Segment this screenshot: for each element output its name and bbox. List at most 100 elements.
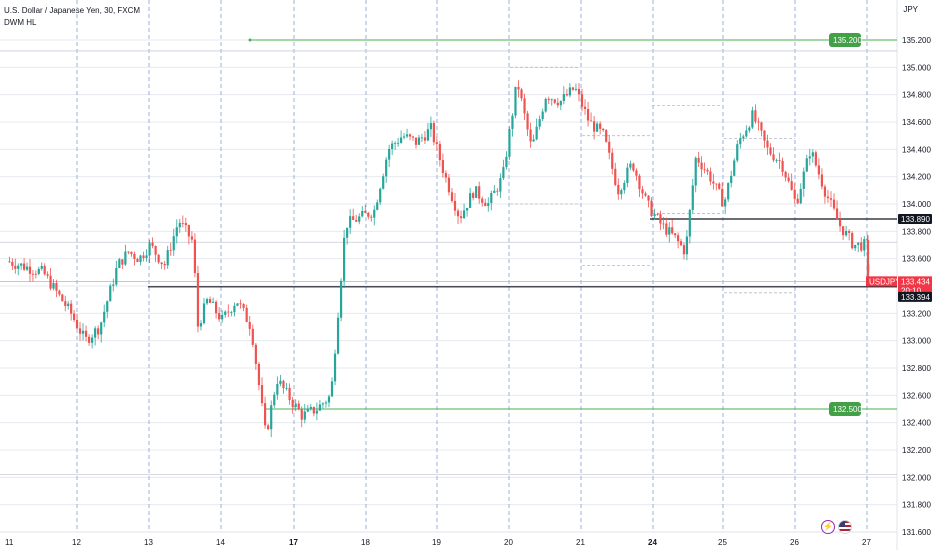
date-tick-label: 20 (504, 538, 513, 547)
support-price-tag: 133.394 (901, 293, 930, 302)
candle-body (608, 141, 611, 153)
candle-body (760, 122, 763, 131)
candle-body (644, 193, 647, 196)
candle-body (832, 199, 836, 209)
candle-body (787, 177, 790, 182)
price-tick-label: 133.600 (902, 255, 931, 264)
date-tick-label: 26 (790, 538, 799, 547)
candle-body (78, 328, 82, 334)
candle-body (823, 186, 827, 197)
last-price-tag: 133.434 (901, 277, 930, 286)
candle-body (14, 265, 17, 269)
candle-body (224, 311, 227, 315)
candle-body (273, 394, 276, 406)
candle-body (20, 263, 23, 266)
candle-body (781, 160, 784, 172)
candle-body (441, 160, 444, 174)
candle-body (532, 139, 535, 142)
candle-body (343, 237, 346, 281)
candle-body (112, 284, 115, 286)
candle-body (364, 210, 367, 213)
candle-body (411, 136, 415, 138)
candle-body (676, 235, 680, 242)
date-tick-label: 11 (5, 538, 14, 547)
candle-body (423, 137, 427, 141)
candle-body (142, 255, 145, 259)
candle-body (91, 337, 94, 343)
candle-body (151, 242, 154, 247)
candle-body (169, 250, 172, 251)
candle-body (288, 387, 291, 401)
candle-body (84, 330, 88, 337)
candle-body (629, 163, 632, 168)
candle-body (157, 254, 160, 263)
candle-body (399, 137, 403, 143)
candle-body (318, 404, 322, 411)
candle-body (291, 400, 294, 407)
candle-body (297, 403, 300, 410)
candle-body (163, 264, 166, 266)
candle-body (605, 130, 608, 142)
price-tick-label: 134.400 (902, 145, 931, 154)
lower-level-tag: 132.500 (833, 405, 862, 414)
last-price-tag-bg (898, 276, 932, 296)
candle-body (303, 411, 306, 420)
candle-body (133, 253, 136, 259)
date-tick-label: 24 (648, 538, 657, 547)
candle-body (656, 214, 659, 215)
candle-body (426, 129, 430, 141)
price-tick-label: 133.000 (902, 337, 931, 346)
candle-body (775, 160, 778, 161)
candle-body (650, 200, 653, 217)
candle-body (408, 134, 412, 137)
candle-body (211, 301, 215, 303)
candle-body (239, 303, 242, 305)
candle-body (550, 99, 553, 101)
price-tick-label: 132.800 (902, 364, 931, 373)
candle-body (866, 239, 869, 240)
candle-body (184, 222, 187, 226)
candle-body (508, 129, 511, 157)
candle-body (31, 273, 35, 275)
candle-body (838, 219, 842, 227)
price-tick-label: 133.800 (902, 227, 931, 236)
candle-body (139, 255, 142, 263)
candle-body (733, 160, 736, 176)
candle-body (230, 312, 233, 313)
candle-body (784, 171, 787, 178)
candle-body (529, 129, 532, 142)
candle-body (817, 165, 820, 175)
candle-body (556, 102, 559, 106)
price-tick-label: 132.600 (902, 391, 931, 400)
lightning-icon[interactable]: ⚡ (821, 520, 835, 534)
candle-body (160, 262, 163, 265)
price-tick-label: 132.200 (902, 446, 931, 455)
candle-body (475, 186, 478, 198)
candle-body (826, 196, 830, 199)
candle-body (679, 241, 683, 246)
indicator-label[interactable]: DWM HL (4, 18, 37, 27)
symbol-tag-bg (866, 276, 897, 287)
candle-body (124, 251, 127, 265)
candle-body (106, 301, 109, 312)
candle-body (447, 177, 451, 193)
candle-body (94, 328, 97, 338)
candle-body (67, 303, 70, 307)
candle-body (43, 265, 46, 275)
candle-body (538, 119, 541, 127)
candle-body (327, 396, 331, 403)
currency-label[interactable]: JPY (903, 5, 918, 14)
candle-body (64, 301, 67, 307)
candle-body (496, 190, 499, 192)
us-flag-icon[interactable] (838, 520, 852, 534)
candle-body (490, 193, 493, 204)
candle-body (70, 303, 73, 314)
candle-body (214, 301, 218, 314)
candle-body (52, 282, 55, 289)
candle-body (432, 123, 435, 143)
candle-body (835, 208, 839, 220)
candle-body (589, 120, 593, 122)
candle-body (751, 110, 754, 128)
candle-body (568, 87, 572, 96)
